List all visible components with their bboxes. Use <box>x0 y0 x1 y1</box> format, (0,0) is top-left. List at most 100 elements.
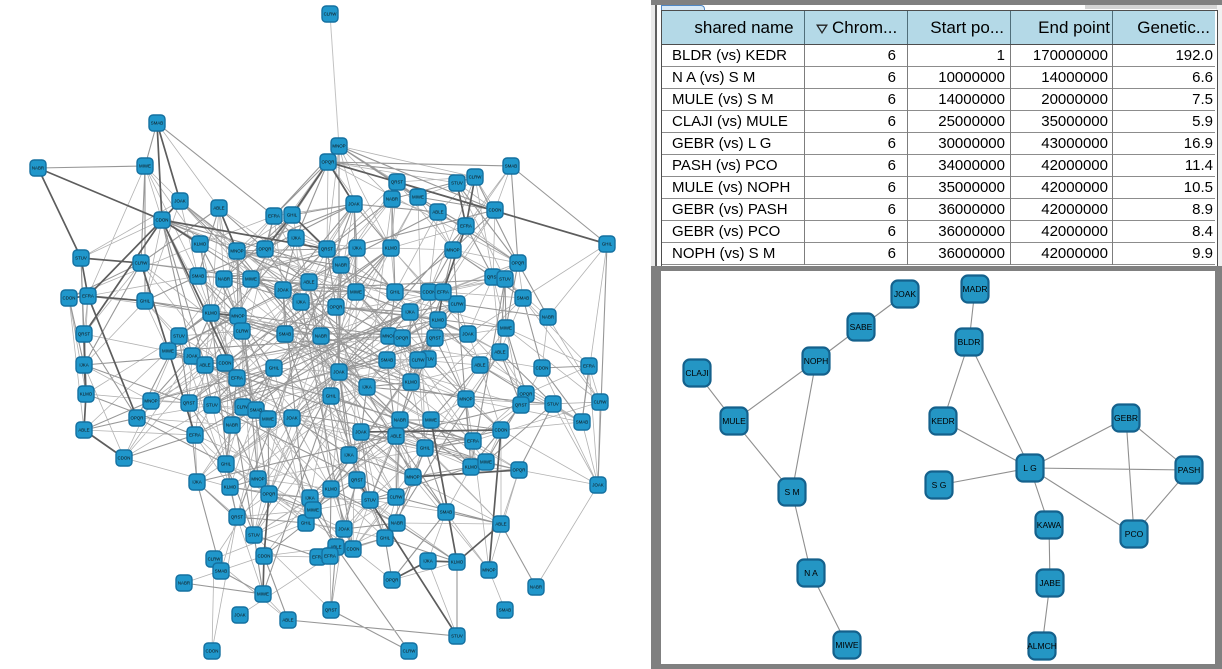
svg-text:OPQR: OPQR <box>512 261 525 266</box>
svg-text:SMAB: SMAB <box>381 358 394 363</box>
svg-text:CLAJI: CLAJI <box>685 368 708 378</box>
svg-text:JOAK: JOAK <box>894 289 917 299</box>
svg-text:MNOP: MNOP <box>230 249 243 254</box>
svg-text:MNOP: MNOP <box>406 475 419 480</box>
svg-text:IJKA: IJKA <box>352 246 361 251</box>
svg-text:MNOP: MNOP <box>446 248 459 253</box>
svg-text:CDON: CDON <box>63 296 76 301</box>
svg-text:EFRA: EFRA <box>583 364 595 369</box>
svg-text:OPQR: OPQR <box>322 160 335 165</box>
svg-text:SMAB: SMAB <box>517 296 530 301</box>
svg-text:MIWE: MIWE <box>245 277 257 282</box>
svg-text:MIWE: MIWE <box>480 460 492 465</box>
svg-text:S G: S G <box>932 480 947 490</box>
svg-text:IJKA: IJKA <box>362 385 371 390</box>
svg-text:QRST: QRST <box>429 336 442 341</box>
svg-text:PASH: PASH <box>1178 465 1201 475</box>
svg-text:MNOP: MNOP <box>144 399 157 404</box>
svg-text:JOAK: JOAK <box>234 613 246 618</box>
svg-text:QRST: QRST <box>231 515 244 520</box>
svg-text:JOAK: JOAK <box>355 430 367 435</box>
svg-text:QRST: QRST <box>325 608 338 613</box>
svg-text:OPQR: OPQR <box>131 416 144 421</box>
svg-text:CDON: CDON <box>206 649 219 654</box>
svg-text:STUV: STUV <box>75 256 87 261</box>
svg-text:NABR: NABR <box>315 334 327 339</box>
svg-text:MULE: MULE <box>722 416 746 426</box>
svg-text:CDON: CDON <box>118 456 131 461</box>
svg-text:ABLE: ABLE <box>282 618 293 623</box>
svg-text:ABLE: ABLE <box>494 350 505 355</box>
svg-text:IJKA: IJKA <box>305 496 314 501</box>
svg-text:NABR: NABR <box>386 197 398 202</box>
svg-text:SMAB: SMAB <box>499 608 512 613</box>
svg-text:CLRW: CLRW <box>412 358 426 363</box>
svg-text:NABR: NABR <box>335 263 347 268</box>
svg-text:STUV: STUV <box>173 334 185 339</box>
svg-text:IJKA: IJKA <box>296 300 305 305</box>
svg-text:KEDR: KEDR <box>931 416 955 426</box>
svg-text:JOAK: JOAK <box>592 483 604 488</box>
svg-text:EFRA: EFRA <box>231 376 243 381</box>
svg-text:GHIL: GHIL <box>602 242 613 247</box>
svg-text:EFRA: EFRA <box>437 290 449 295</box>
svg-text:ABLE: ABLE <box>330 545 341 550</box>
svg-text:ABLE: ABLE <box>390 434 401 439</box>
svg-text:ABLE: ABLE <box>495 522 506 527</box>
svg-text:STUV: STUV <box>451 181 463 186</box>
svg-text:QRST: QRST <box>321 247 334 252</box>
svg-text:CLRW: CLRW <box>451 302 465 307</box>
svg-text:MNOP: MNOP <box>459 397 472 402</box>
svg-text:STUV: STUV <box>451 634 463 639</box>
svg-text:JOAK: JOAK <box>186 354 198 359</box>
svg-text:MIWE: MIWE <box>162 349 174 354</box>
svg-text:GHIL: GHIL <box>420 446 431 451</box>
svg-text:KLMO: KLMO <box>465 465 478 470</box>
svg-text:GHIL: GHIL <box>380 536 391 541</box>
svg-text:CDON: CDON <box>347 547 360 552</box>
svg-text:NOPH: NOPH <box>804 356 829 366</box>
svg-text:SMAB: SMAB <box>250 408 263 413</box>
svg-text:GHIL: GHIL <box>269 366 280 371</box>
svg-text:IJKA: IJKA <box>344 453 353 458</box>
svg-text:QRST: QRST <box>351 478 364 483</box>
svg-text:OPQR: OPQR <box>520 392 533 397</box>
svg-text:IJKA: IJKA <box>192 480 201 485</box>
svg-text:EFRA: EFRA <box>189 433 201 438</box>
svg-text:IJKA: IJKA <box>423 559 432 564</box>
svg-text:BLDR: BLDR <box>958 337 981 347</box>
svg-text:ABLE: ABLE <box>213 206 224 211</box>
svg-text:MADR: MADR <box>962 284 987 294</box>
svg-text:OPQR: OPQR <box>513 468 526 473</box>
svg-text:KLMO: KLMO <box>432 318 445 323</box>
svg-text:KLMO: KLMO <box>80 392 93 397</box>
svg-text:MIWE: MIWE <box>835 640 858 650</box>
svg-text:KLMO: KLMO <box>405 380 418 385</box>
svg-text:CDON: CDON <box>495 428 508 433</box>
svg-text:IJKA: IJKA <box>405 310 414 315</box>
svg-text:NABR: NABR <box>391 521 403 526</box>
svg-text:CLRW: CLRW <box>208 557 222 562</box>
svg-text:ABLE: ABLE <box>199 363 210 368</box>
svg-text:PCO: PCO <box>1125 529 1144 539</box>
svg-text:EFRA: EFRA <box>467 439 479 444</box>
svg-text:ABLE: ABLE <box>303 280 314 285</box>
svg-text:JOAK: JOAK <box>277 288 289 293</box>
svg-text:KLMO: KLMO <box>385 246 398 251</box>
svg-text:STUV: STUV <box>422 357 434 362</box>
svg-text:OPQR: OPQR <box>259 247 272 252</box>
svg-text:KLMO: KLMO <box>451 560 464 565</box>
svg-text:NABR: NABR <box>542 315 554 320</box>
svg-text:JABE: JABE <box>1039 578 1061 588</box>
svg-text:EFRA: EFRA <box>82 294 94 299</box>
svg-text:CLRW: CLRW <box>469 175 483 180</box>
svg-text:NABR: NABR <box>226 423 238 428</box>
svg-text:CDON: CDON <box>219 361 232 366</box>
svg-text:S M: S M <box>784 487 799 497</box>
svg-text:ABLE: ABLE <box>432 210 443 215</box>
svg-text:QRST: QRST <box>515 403 528 408</box>
svg-text:CDON: CDON <box>489 208 502 213</box>
svg-text:OPQR: OPQR <box>330 305 343 310</box>
svg-text:CDON: CDON <box>536 366 549 371</box>
svg-text:KAWA: KAWA <box>1037 520 1062 530</box>
